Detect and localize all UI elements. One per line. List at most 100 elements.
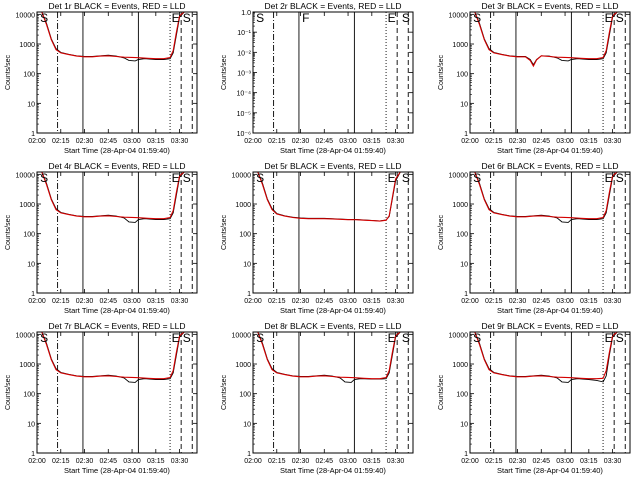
x-tick-label: 03:15 — [580, 298, 598, 305]
x-tick-label: 02:30 — [292, 298, 310, 305]
x-tick-label: 03:15 — [363, 298, 381, 305]
flag-label: S — [256, 331, 264, 345]
flag-label: S — [616, 171, 624, 185]
y-tick-label: 10000 — [449, 332, 469, 339]
flag-label: E — [172, 11, 180, 25]
y-tick-label: 1 — [247, 291, 251, 298]
y-tick-label: 1000 — [452, 202, 468, 209]
axes-frame — [252, 331, 414, 454]
y-tick-label: 10000 — [449, 172, 469, 179]
x-axis-label: Start Time (28-Apr-04 01:59:40) — [497, 306, 603, 315]
y-axis-label: Counts/sec — [438, 54, 445, 90]
series-group — [253, 332, 413, 383]
x-tick-label: 03:30 — [604, 138, 622, 145]
x-tick-label: 03:00 — [556, 458, 574, 465]
series-line-lld — [470, 332, 630, 380]
x-axis-label: Start Time (28-Apr-04 01:59:40) — [64, 146, 170, 155]
y-tick-label: 10 — [27, 101, 35, 108]
y-axis-label: Counts/sec — [5, 374, 12, 410]
flag-label: F — [302, 11, 309, 25]
y-tick-label: 100 — [23, 392, 35, 399]
series-line-lld — [253, 332, 413, 380]
series-group — [37, 332, 197, 383]
x-tick-label: 03:15 — [580, 458, 598, 465]
series-group — [37, 12, 197, 62]
series-line-lld — [37, 332, 197, 380]
x-tick-label: 03:30 — [604, 298, 622, 305]
series-line-lld — [37, 172, 197, 220]
x-tick-label: 02:45 — [533, 458, 551, 465]
flag-label: S — [402, 331, 410, 345]
y-tick-label: 1 — [31, 451, 35, 458]
x-tick-label: 02:45 — [100, 138, 118, 145]
x-tick-label: 02:15 — [268, 458, 286, 465]
x-tick-label: 02:30 — [76, 298, 94, 305]
panel-title: Det 2r BLACK = Events, RED = LLD — [264, 1, 401, 11]
x-tick-label: 02:30 — [76, 458, 94, 465]
y-tick-label: 10000 — [16, 332, 36, 339]
x-tick-label: 03:00 — [339, 298, 357, 305]
flag-label: E — [388, 331, 396, 345]
x-tick-label: 03:15 — [363, 458, 381, 465]
x-tick-label: 02:00 — [244, 138, 262, 145]
x-tick-label: 02:00 — [461, 138, 479, 145]
y-tick-label: 1 — [464, 451, 468, 458]
x-tick-label: 02:15 — [485, 298, 503, 305]
x-tick-label: 02:45 — [316, 138, 334, 145]
y-tick-label: 1000 — [19, 362, 35, 369]
axes-frame — [36, 171, 198, 294]
x-tick-label: 03:15 — [147, 458, 165, 465]
flag-label: E — [172, 331, 180, 345]
axes-frame — [252, 11, 414, 134]
x-tick-label: 03:00 — [123, 298, 141, 305]
y-axis-label: Counts/sec — [5, 54, 12, 90]
y-tick-label: 100 — [456, 392, 468, 399]
x-tick-label: 03:15 — [147, 138, 165, 145]
y-tick-label: 1.0 — [241, 10, 251, 17]
y-tick-label: 1000 — [452, 42, 468, 49]
x-axis-label: Start Time (28-Apr-04 01:59:40) — [280, 306, 386, 315]
x-axis-label: Start Time (28-Apr-04 01:59:40) — [280, 466, 386, 475]
x-tick-label: 02:15 — [52, 298, 70, 305]
series-line-lld — [37, 12, 197, 60]
y-tick-label: 10⁻⁴ — [237, 91, 252, 98]
panel-title: Det 4r BLACK = Events, RED = LLD — [48, 161, 185, 171]
x-tick-label: 02:30 — [292, 138, 310, 145]
flag-label: E — [605, 171, 613, 185]
series-line-lld — [253, 172, 413, 222]
flag-label: S — [473, 331, 481, 345]
y-tick-label: 1000 — [235, 202, 251, 209]
x-axis-label: Start Time (28-Apr-04 01:59:40) — [64, 466, 170, 475]
x-tick-label: 02:15 — [52, 138, 70, 145]
x-tick-label: 02:00 — [244, 298, 262, 305]
y-tick-label: 10 — [243, 421, 251, 428]
x-tick-label: 03:30 — [604, 458, 622, 465]
y-tick-label: 100 — [456, 232, 468, 239]
axes-frame — [469, 11, 631, 134]
flag-label: E — [388, 171, 396, 185]
x-tick-label: 02:45 — [316, 298, 334, 305]
axes-frame — [469, 171, 631, 294]
x-tick-label: 03:15 — [580, 138, 598, 145]
x-tick-label: 03:15 — [147, 298, 165, 305]
y-axis-label: Counts/sec — [438, 374, 445, 410]
x-tick-label: 02:30 — [509, 458, 527, 465]
axes-frame — [469, 331, 631, 454]
y-tick-label: 100 — [239, 232, 251, 239]
x-tick-label: 03:00 — [123, 458, 141, 465]
flag-label: E — [605, 11, 613, 25]
x-tick-label: 02:30 — [292, 458, 310, 465]
x-tick-label: 03:30 — [387, 138, 405, 145]
x-tick-label: 03:00 — [123, 138, 141, 145]
y-tick-label: 1000 — [19, 202, 35, 209]
y-tick-label: 10 — [243, 261, 251, 268]
panel-title: Det 5r BLACK = Events, RED = LLD — [264, 161, 401, 171]
x-tick-label: 03:00 — [339, 138, 357, 145]
panel-title: Det 1r BLACK = Events, RED = LLD — [48, 1, 185, 11]
series-group — [37, 172, 197, 223]
